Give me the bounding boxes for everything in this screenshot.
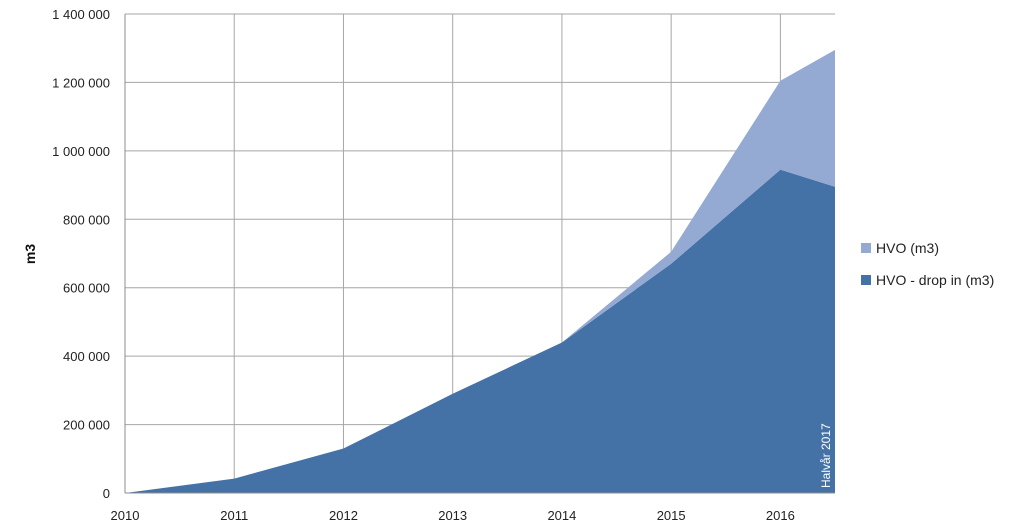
x-tick-label: 2016 xyxy=(766,508,795,523)
x-tick-label: 2013 xyxy=(438,508,467,523)
y-tick-label: 0 xyxy=(103,486,110,501)
y-tick-label: 400 000 xyxy=(63,349,110,364)
watermark-annotation: Halvår 2017 xyxy=(819,423,833,488)
x-tick-label: 2012 xyxy=(329,508,358,523)
legend-label: HVO - drop in (m3) xyxy=(876,272,994,288)
y-tick-label: 1 200 000 xyxy=(52,75,110,90)
y-tick-label: 800 000 xyxy=(63,212,110,227)
tick-labels: 0 200 000 400 000 600 000 800 000 1 000 000 1 … xyxy=(52,7,795,523)
legend: HVO (m3) HVO - drop in (m3) xyxy=(861,240,994,288)
x-tick-label: 2011 xyxy=(220,508,248,523)
area-series-hvo-drop-in-m3 xyxy=(125,169,835,494)
x-tick-label: 2010 xyxy=(111,508,140,523)
y-tick-label: 1 400 000 xyxy=(52,7,110,22)
y-tick-label: 600 000 xyxy=(63,281,110,296)
x-tick-label: 2014 xyxy=(547,508,576,523)
y-axis-label: m3 xyxy=(22,244,38,264)
legend-swatch xyxy=(861,243,871,253)
y-tick-label: 200 000 xyxy=(63,418,110,433)
legend-label: HVO (m3) xyxy=(876,240,939,256)
legend-swatch xyxy=(861,275,871,285)
axes xyxy=(124,14,835,494)
x-tick-label: 2015 xyxy=(657,508,686,523)
y-tick-label: 1 000 000 xyxy=(52,144,110,159)
area-series-layer xyxy=(125,49,835,494)
